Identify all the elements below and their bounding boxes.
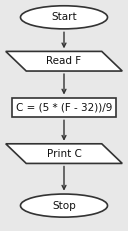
Polygon shape	[6, 144, 122, 164]
Text: Read F: Read F	[46, 56, 82, 66]
Text: Print C: Print C	[47, 149, 81, 159]
Bar	[12, 97, 116, 117]
Text: Start: Start	[51, 12, 77, 22]
Text: C = (5 * (F - 32))/9: C = (5 * (F - 32))/9	[16, 102, 112, 112]
Ellipse shape	[20, 194, 108, 217]
Polygon shape	[6, 52, 122, 71]
Text: Stop: Stop	[52, 201, 76, 211]
Ellipse shape	[20, 6, 108, 29]
